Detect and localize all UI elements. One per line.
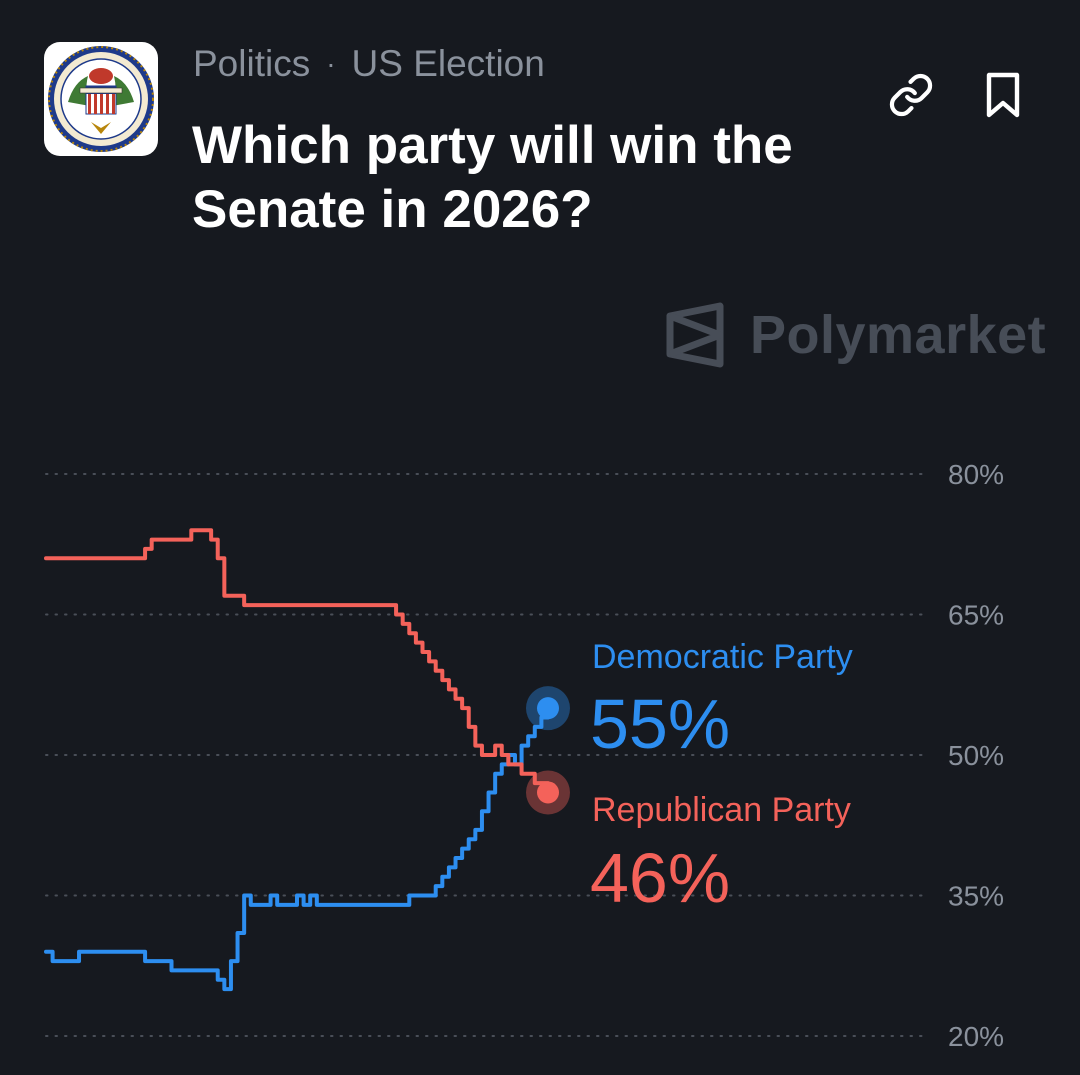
y-tick-label: 65% [948, 600, 1004, 631]
democratic-series-line [44, 706, 550, 992]
breadcrumb: Politics · US Election [193, 42, 545, 86]
market-header: Politics · US Election Which party will … [0, 0, 1080, 260]
republican-end-marker [537, 781, 559, 804]
democratic-series-value: 55% [590, 685, 730, 763]
link-icon [889, 73, 933, 117]
republican-series-value: 46% [590, 839, 730, 917]
label-layer: Democratic Party 55% Republican Party 46% [590, 638, 853, 917]
bookmark-button[interactable] [978, 70, 1028, 120]
y-tick-label: 35% [948, 881, 1004, 912]
breadcrumb-category-link[interactable]: Politics [193, 43, 311, 84]
republican-series-line [44, 528, 550, 795]
watermark-text: Polymarket [750, 305, 1047, 365]
breadcrumb-subcategory-link[interactable]: US Election [351, 43, 545, 84]
y-tick-label: 80% [948, 459, 1004, 490]
breadcrumb-separator: · [326, 48, 336, 79]
democratic-end-marker [537, 697, 559, 720]
grid-layer: 80% 65% 50% 35% 20% [45, 459, 1004, 1052]
polymarket-logo-icon [666, 302, 724, 368]
bookmark-icon [986, 72, 1020, 118]
price-history-chart: 80% 65% 50% 35% 20% Democratic Party 55% Repub… [44, 459, 1004, 1052]
series-layer [44, 528, 570, 992]
republican-series-name: Republican Party [592, 791, 851, 829]
y-tick-label: 50% [948, 740, 1004, 771]
y-tick-label: 20% [948, 1021, 1004, 1052]
democratic-series-name: Democratic Party [592, 638, 853, 676]
copy-link-button[interactable] [886, 70, 936, 120]
us-senate-seal-icon [44, 42, 158, 156]
market-title: Which party will win the Senate in 2026? [192, 116, 793, 239]
polymarket-watermark: Polymarket [666, 300, 1046, 370]
